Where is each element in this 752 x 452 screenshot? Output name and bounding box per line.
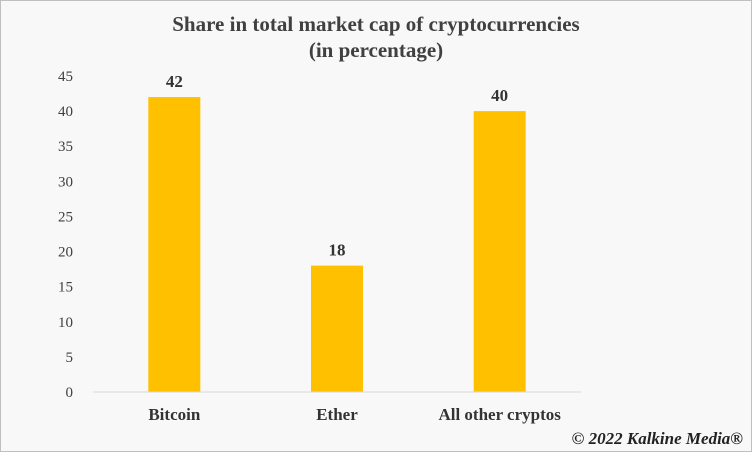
data-label: 42 xyxy=(166,72,183,91)
data-labels: 42 18 40 xyxy=(166,72,508,260)
copyright-credit: © 2022 Kalkine Media® xyxy=(571,429,743,448)
y-tick-label: 35 xyxy=(58,139,73,155)
y-tick-label: 25 xyxy=(58,209,73,225)
y-tick-label: 5 xyxy=(66,350,74,366)
data-label: 40 xyxy=(491,86,508,105)
bar-all-other-cryptos xyxy=(473,111,526,392)
chart-title-line-2: (in percentage) xyxy=(308,38,444,62)
y-tick-label: 10 xyxy=(58,315,73,331)
y-tick-label: 15 xyxy=(58,280,73,296)
chart-title-line-1: Share in total market cap of cryptocurre… xyxy=(172,12,580,36)
bar-ether xyxy=(311,265,363,392)
y-tick-label: 20 xyxy=(58,245,73,261)
y-axis-ticks: 0 5 10 15 20 25 30 35 40 45 xyxy=(58,69,73,401)
bars xyxy=(148,97,526,393)
chart-title: Share in total market cap of cryptocurre… xyxy=(1,11,751,63)
y-tick-label: 0 xyxy=(66,385,74,401)
x-tick-label: Ether xyxy=(316,405,358,424)
y-tick-label: 30 xyxy=(58,174,73,190)
y-tick-label: 45 xyxy=(58,69,73,85)
x-tick-label: Bitcoin xyxy=(148,405,200,424)
y-tick-label: 40 xyxy=(58,104,73,120)
bar-bitcoin xyxy=(148,97,201,393)
data-label: 18 xyxy=(329,241,346,260)
x-axis-ticks: Bitcoin Ether All other cryptos xyxy=(148,405,561,424)
x-tick-label: All other cryptos xyxy=(438,405,561,424)
